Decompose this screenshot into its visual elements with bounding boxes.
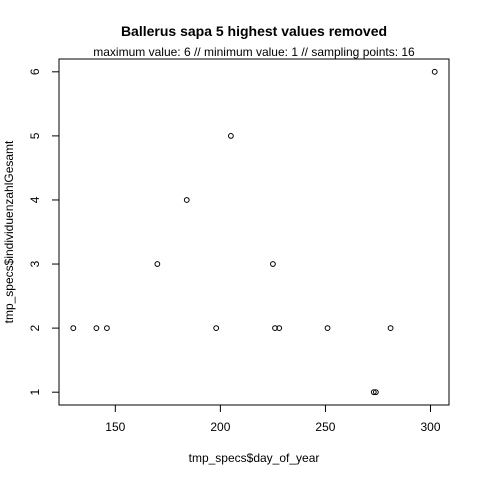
data-point <box>154 261 161 267</box>
data-point <box>387 325 394 332</box>
data-point <box>272 325 278 332</box>
y-tick-label: 2 <box>28 324 42 331</box>
data-point <box>213 325 220 332</box>
y-axis-label: tmp_specs$individuenzahlGesamt <box>2 140 16 323</box>
data-point <box>276 325 283 332</box>
data-point <box>227 132 234 139</box>
data-point <box>183 197 190 203</box>
data-point <box>370 389 377 396</box>
x-axis: 150 200 250 300 <box>105 404 441 434</box>
y-tick-label: 1 <box>28 389 42 396</box>
data-points <box>70 68 438 396</box>
y-tick-label: 4 <box>28 196 42 203</box>
data-point <box>270 261 276 267</box>
y-tick-label: 6 <box>28 68 42 75</box>
y-tick-label: 3 <box>28 260 42 267</box>
x-axis-label: tmp_specs$day_of_year <box>189 451 320 465</box>
data-point <box>324 325 331 332</box>
x-tick-label: 250 <box>315 420 335 434</box>
y-tick-label: 5 <box>28 132 42 139</box>
chart-title: Ballerus sapa 5 highest values removed <box>121 23 387 39</box>
data-point <box>104 325 110 332</box>
x-tick-label: 200 <box>210 420 230 434</box>
data-point <box>93 325 100 332</box>
data-point <box>70 325 77 332</box>
x-tick-label: 150 <box>105 420 125 434</box>
x-tick-label: 300 <box>420 420 440 434</box>
chart-subtitle: maximum value: 6 // minimum value: 1 // … <box>93 45 415 59</box>
data-point <box>372 389 379 396</box>
data-point <box>431 68 438 75</box>
y-axis: 1 2 3 4 5 6 <box>28 68 60 396</box>
